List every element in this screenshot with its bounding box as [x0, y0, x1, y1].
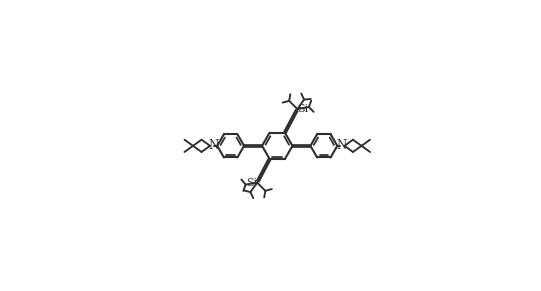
Text: Si: Si — [246, 178, 257, 188]
Text: N: N — [208, 139, 219, 152]
Text: N: N — [336, 139, 346, 152]
Text: Si: Si — [298, 104, 309, 114]
